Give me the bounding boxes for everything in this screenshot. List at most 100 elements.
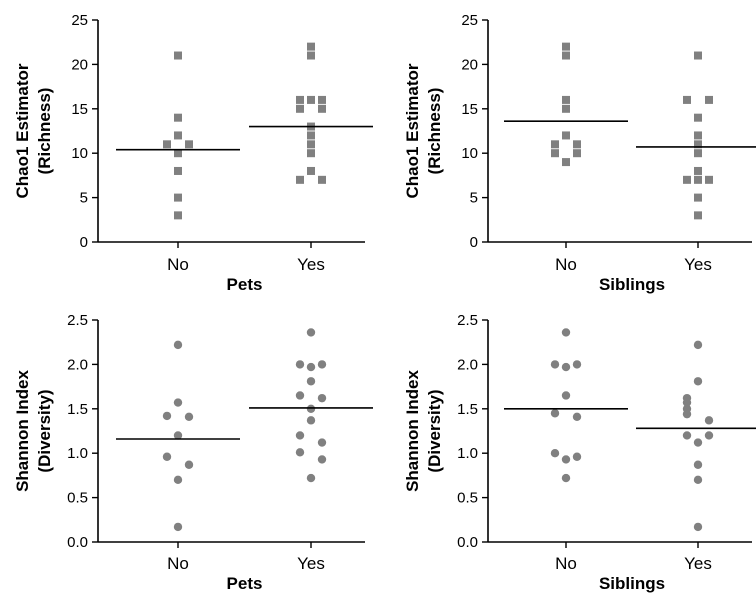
- data-point: [317, 393, 327, 403]
- y-tick-label: 0.0: [457, 534, 478, 551]
- data-point: [306, 377, 316, 386]
- y-tick-label: 0: [470, 234, 478, 251]
- series-yes: [636, 340, 756, 532]
- data-point: [306, 362, 316, 372]
- data-point: [317, 360, 327, 369]
- data-point: [307, 95, 315, 104]
- data-point: [295, 360, 305, 369]
- data-point: [694, 113, 702, 122]
- data-point: [694, 175, 702, 184]
- y-tick-label: 0: [80, 234, 88, 251]
- y-tick-label: 20: [461, 56, 478, 73]
- data-point: [561, 328, 571, 337]
- data-point: [317, 438, 327, 447]
- y-axis-title-line: (Richness): [35, 88, 54, 175]
- data-point: [306, 473, 316, 483]
- data-point: [561, 473, 571, 483]
- y-tick-label: 0.5: [457, 490, 478, 507]
- data-point: [562, 51, 570, 60]
- y-tick-label: 20: [71, 56, 88, 73]
- series-no: [504, 42, 628, 167]
- data-point: [306, 404, 316, 413]
- y-tick-label: 1.0: [67, 445, 88, 462]
- x-axis-title: Pets: [227, 574, 263, 593]
- data-point: [694, 166, 702, 175]
- data-point: [295, 391, 305, 400]
- data-point: [694, 193, 702, 202]
- data-point: [184, 412, 194, 421]
- series-no: [116, 51, 240, 220]
- data-point: [174, 131, 182, 140]
- data-point: [693, 460, 703, 469]
- data-point: [683, 95, 691, 104]
- data-point: [562, 42, 570, 51]
- y-tick-label: 2.5: [67, 312, 88, 329]
- data-point: [562, 104, 570, 113]
- data-point: [184, 460, 194, 469]
- data-point: [173, 431, 183, 440]
- y-tick-label: 2.0: [67, 356, 88, 373]
- data-point: [572, 452, 582, 461]
- data-point: [307, 166, 315, 175]
- y-axis-title-line: Chao1 Estimator: [13, 63, 32, 198]
- data-point: [693, 475, 703, 485]
- data-point: [694, 51, 702, 60]
- data-point: [185, 140, 193, 149]
- data-point: [551, 149, 559, 158]
- data-point: [693, 377, 703, 386]
- data-point: [317, 455, 327, 464]
- series-yes: [249, 42, 373, 184]
- x-tick-label: Yes: [684, 554, 712, 573]
- data-point: [704, 431, 714, 440]
- series-yes: [249, 328, 373, 483]
- x-tick-label: Yes: [297, 255, 325, 274]
- data-point: [174, 193, 182, 202]
- data-point: [296, 104, 304, 113]
- data-point: [704, 416, 714, 425]
- x-tick-label: No: [167, 554, 189, 573]
- x-axis-title: Siblings: [599, 574, 665, 593]
- chart-panel-3: 0.0 0.5 1.0 1.5 2.0 2.5 No Yes Pets Shannon Index…: [13, 312, 373, 593]
- data-point: [694, 131, 702, 140]
- data-point: [572, 360, 582, 369]
- x-axis-title: Siblings: [599, 275, 665, 294]
- y-tick-label: 25: [461, 12, 478, 29]
- series-yes: [636, 51, 756, 220]
- data-point: [693, 340, 703, 350]
- data-point: [296, 95, 304, 104]
- data-point: [307, 51, 315, 60]
- data-point: [162, 452, 172, 461]
- data-point: [318, 104, 326, 113]
- data-point: [693, 438, 703, 447]
- y-axis-title-line: (Diversity): [35, 389, 54, 472]
- data-point: [561, 455, 571, 464]
- data-point: [562, 131, 570, 140]
- data-point: [173, 475, 183, 485]
- data-point: [705, 175, 713, 184]
- y-axis-title-line: Shannon Index: [403, 370, 422, 492]
- data-point: [306, 328, 316, 337]
- data-point: [173, 340, 183, 350]
- data-point: [573, 149, 581, 158]
- data-point: [307, 140, 315, 149]
- x-tick-label: No: [555, 255, 577, 274]
- x-tick-label: No: [555, 554, 577, 573]
- data-point: [174, 211, 182, 220]
- chart-panel-2: 0 5 10 15 20 25 No Yes Siblings Chao1 Estimator (R…: [403, 12, 756, 294]
- y-tick-label: 25: [71, 12, 88, 29]
- data-point: [705, 95, 713, 104]
- y-tick-label: 15: [71, 101, 88, 118]
- data-point: [682, 409, 692, 419]
- chart-panel-4: 0.0 0.5 1.0 1.5 2.0 2.5 No Yes Siblings Shannon I…: [403, 312, 756, 593]
- data-point: [561, 362, 571, 372]
- data-point: [295, 431, 305, 440]
- data-point: [682, 398, 692, 407]
- data-point: [561, 391, 571, 400]
- series-no: [504, 328, 628, 483]
- data-point: [550, 360, 560, 369]
- data-point: [683, 175, 691, 184]
- data-point: [682, 431, 692, 440]
- series-no: [116, 340, 240, 532]
- data-point: [174, 149, 182, 158]
- data-point: [562, 95, 570, 104]
